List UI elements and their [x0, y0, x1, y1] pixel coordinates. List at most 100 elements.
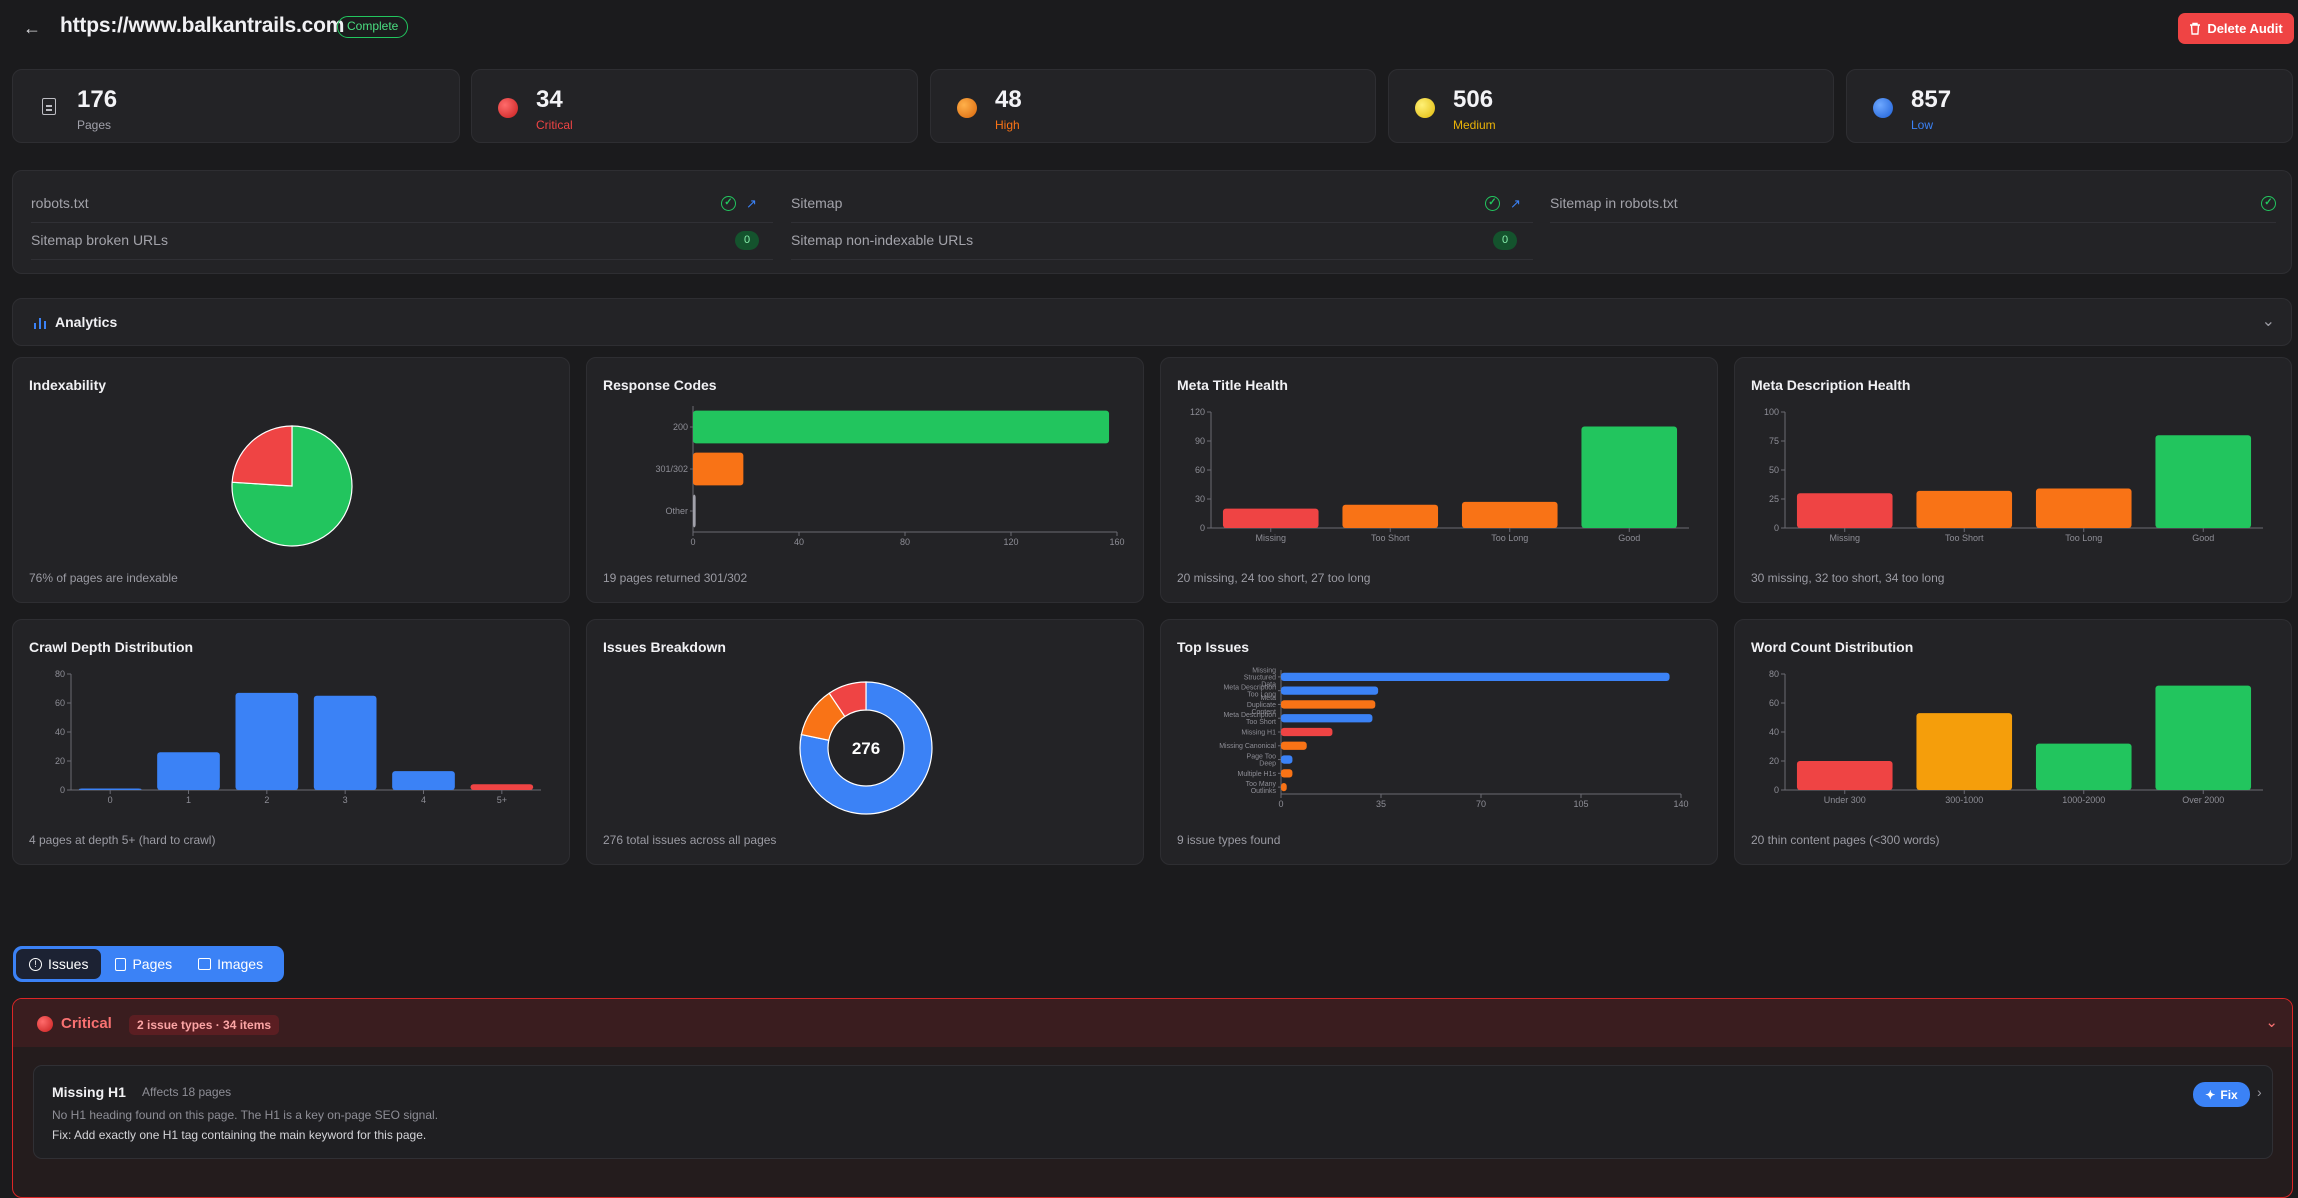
y-tick-label: Other: [665, 506, 688, 516]
check-circle-icon: ✓: [721, 196, 736, 211]
chart-summary: 19 pages returned 301/302: [603, 571, 748, 585]
issue-card[interactable]: Missing H1 Affects 18 pages No H1 headin…: [33, 1065, 2273, 1159]
analytics-toggle[interactable]: Analytics ⌄: [12, 298, 2292, 346]
bar: [693, 494, 696, 528]
y-tick-label: Duplicate: [1247, 702, 1276, 709]
y-tick-label: Data: [1261, 681, 1276, 688]
critical-dot-icon: [498, 98, 518, 118]
x-tick-label: 40: [794, 537, 804, 547]
stat-value: 506: [1453, 86, 1494, 113]
bar: [2035, 743, 2132, 790]
x-tick-label: 0: [108, 795, 113, 805]
stat-card-pages: 176 Pages: [12, 69, 460, 143]
bar: [1281, 741, 1307, 750]
low-dot-icon: [1873, 98, 1893, 118]
y-tick-label: Page Too: [1247, 754, 1277, 761]
critical-header[interactable]: Critical 2 issue types · 34 items ⌄: [13, 999, 2292, 1047]
x-tick-label: 80: [900, 537, 910, 547]
x-tick-label: 105: [1573, 799, 1588, 809]
chart-title: Issues Breakdown: [603, 639, 726, 655]
y-tick-label: 60: [1769, 698, 1779, 708]
tab-issues[interactable]: ! Issues: [16, 949, 102, 979]
bar: [1281, 782, 1287, 792]
image-icon: [198, 958, 212, 970]
check-sitemap-in-robots-label: Sitemap in robots.txt: [1550, 195, 1678, 211]
y-tick-label: 90: [1195, 436, 1205, 446]
y-tick-label: Missing: [1252, 667, 1276, 674]
chart-crawl-depth: Crawl Depth Distribution 0 20 40 60 80 0 1 2 3 4 5…: [12, 619, 570, 865]
high-dot-icon: [957, 98, 977, 118]
x-tick-label: Too Short: [1945, 533, 1984, 543]
y-tick-label: 200: [673, 422, 688, 432]
tab-label: Issues: [48, 956, 89, 972]
x-tick-label: 0: [1278, 799, 1283, 809]
y-tick-label: 80: [55, 669, 65, 679]
stat-value: 857: [1911, 86, 1952, 113]
x-tick-label: Too Long: [1491, 533, 1528, 543]
issue-affects: Affects 18 pages: [142, 1085, 232, 1099]
stat-value: 176: [77, 86, 118, 113]
chevron-down-icon[interactable]: ⌄: [2265, 1014, 2278, 1031]
divider: [31, 259, 773, 260]
divider: [1550, 222, 2276, 223]
check-sitemap-label: Sitemap: [791, 195, 843, 211]
stat-card-low[interactable]: 857 Low: [1846, 69, 2293, 143]
y-tick-label: Too Short: [1246, 719, 1276, 726]
delete-audit-button[interactable]: Delete Audit: [2178, 13, 2294, 44]
stat-card-high[interactable]: 48 High: [930, 69, 1376, 143]
bar: [1281, 686, 1379, 695]
chart-issues-breakdown: Issues Breakdown 276 276 total issues ac…: [586, 619, 1144, 865]
donut-center-label: 276: [852, 739, 880, 758]
y-tick-label: 60: [1195, 465, 1205, 475]
analytics-title: Analytics: [55, 314, 118, 330]
count-badge: 0: [735, 231, 759, 250]
document-icon: [42, 98, 56, 115]
external-link-icon[interactable]: ↗: [746, 196, 757, 211]
file-icon: [115, 957, 127, 971]
chevron-down-icon: ⌄: [2261, 313, 2275, 330]
delete-audit-label: Delete Audit: [2207, 21, 2283, 36]
bar: [2155, 435, 2252, 528]
y-tick-label: Outlinks: [1251, 788, 1277, 795]
fix-button[interactable]: ✦ Fix: [2193, 1082, 2250, 1107]
external-link-icon[interactable]: ↗: [1510, 196, 1521, 211]
top-bar: ← https://www.balkantrails.com Complete …: [0, 0, 2298, 56]
chart-summary: 30 missing, 32 too short, 34 too long: [1751, 571, 1945, 585]
chart-indexability: Indexability 76% of pages are indexable: [12, 357, 570, 603]
tab-pages[interactable]: Pages: [103, 949, 184, 979]
chart-summary: 9 issue types found: [1177, 833, 1281, 847]
stat-card-medium[interactable]: 506 Medium: [1388, 69, 1834, 143]
y-tick-label: Missing Canonical: [1219, 743, 1276, 750]
chart-meta-title: Meta Title Health 0 30 60 90 120 Missing Too S…: [1160, 357, 1718, 603]
x-tick-label: 3: [343, 795, 348, 805]
chevron-right-icon[interactable]: ›: [2257, 1084, 2262, 1100]
check-sitemap-broken-label: Sitemap broken URLs: [31, 232, 168, 248]
y-tick-label: 0: [1774, 523, 1779, 533]
check-robots-label: robots.txt: [31, 195, 89, 211]
y-tick-label: Too Long: [1247, 692, 1276, 699]
tab-images[interactable]: Images: [186, 949, 275, 979]
bar: [1581, 426, 1678, 528]
back-arrow-icon[interactable]: ←: [23, 18, 41, 38]
bar: [1222, 508, 1319, 528]
bar: [78, 788, 142, 790]
chart-meta-description: Meta Description Health 0 25 50 75 100 Missin…: [1734, 357, 2292, 603]
x-tick-label: Missing: [1255, 533, 1286, 543]
stat-label: Low: [1911, 118, 1934, 132]
stat-card-critical[interactable]: 34 Critical: [471, 69, 918, 143]
x-tick-label: 160: [1109, 537, 1124, 547]
bar: [2035, 488, 2132, 528]
issues-breakdown-donut: 276: [799, 681, 933, 815]
x-tick-label: Under 300: [1824, 795, 1866, 805]
chart-response-codes: Response Codes 0 40 80 120 160 200 301/302 Othe…: [586, 357, 1144, 603]
chart-title: Response Codes: [603, 377, 717, 393]
y-tick-label: 301/302: [655, 464, 688, 474]
y-tick-label: Meta Description: [1223, 712, 1276, 719]
slice: [799, 681, 933, 815]
divider: [31, 222, 773, 223]
indexability-pie: [231, 425, 353, 547]
check-sitemap-nonindexable-label: Sitemap non-indexable URLs: [791, 232, 974, 248]
x-tick-label: 120: [1003, 537, 1018, 547]
y-tick-label: 40: [1769, 727, 1779, 737]
